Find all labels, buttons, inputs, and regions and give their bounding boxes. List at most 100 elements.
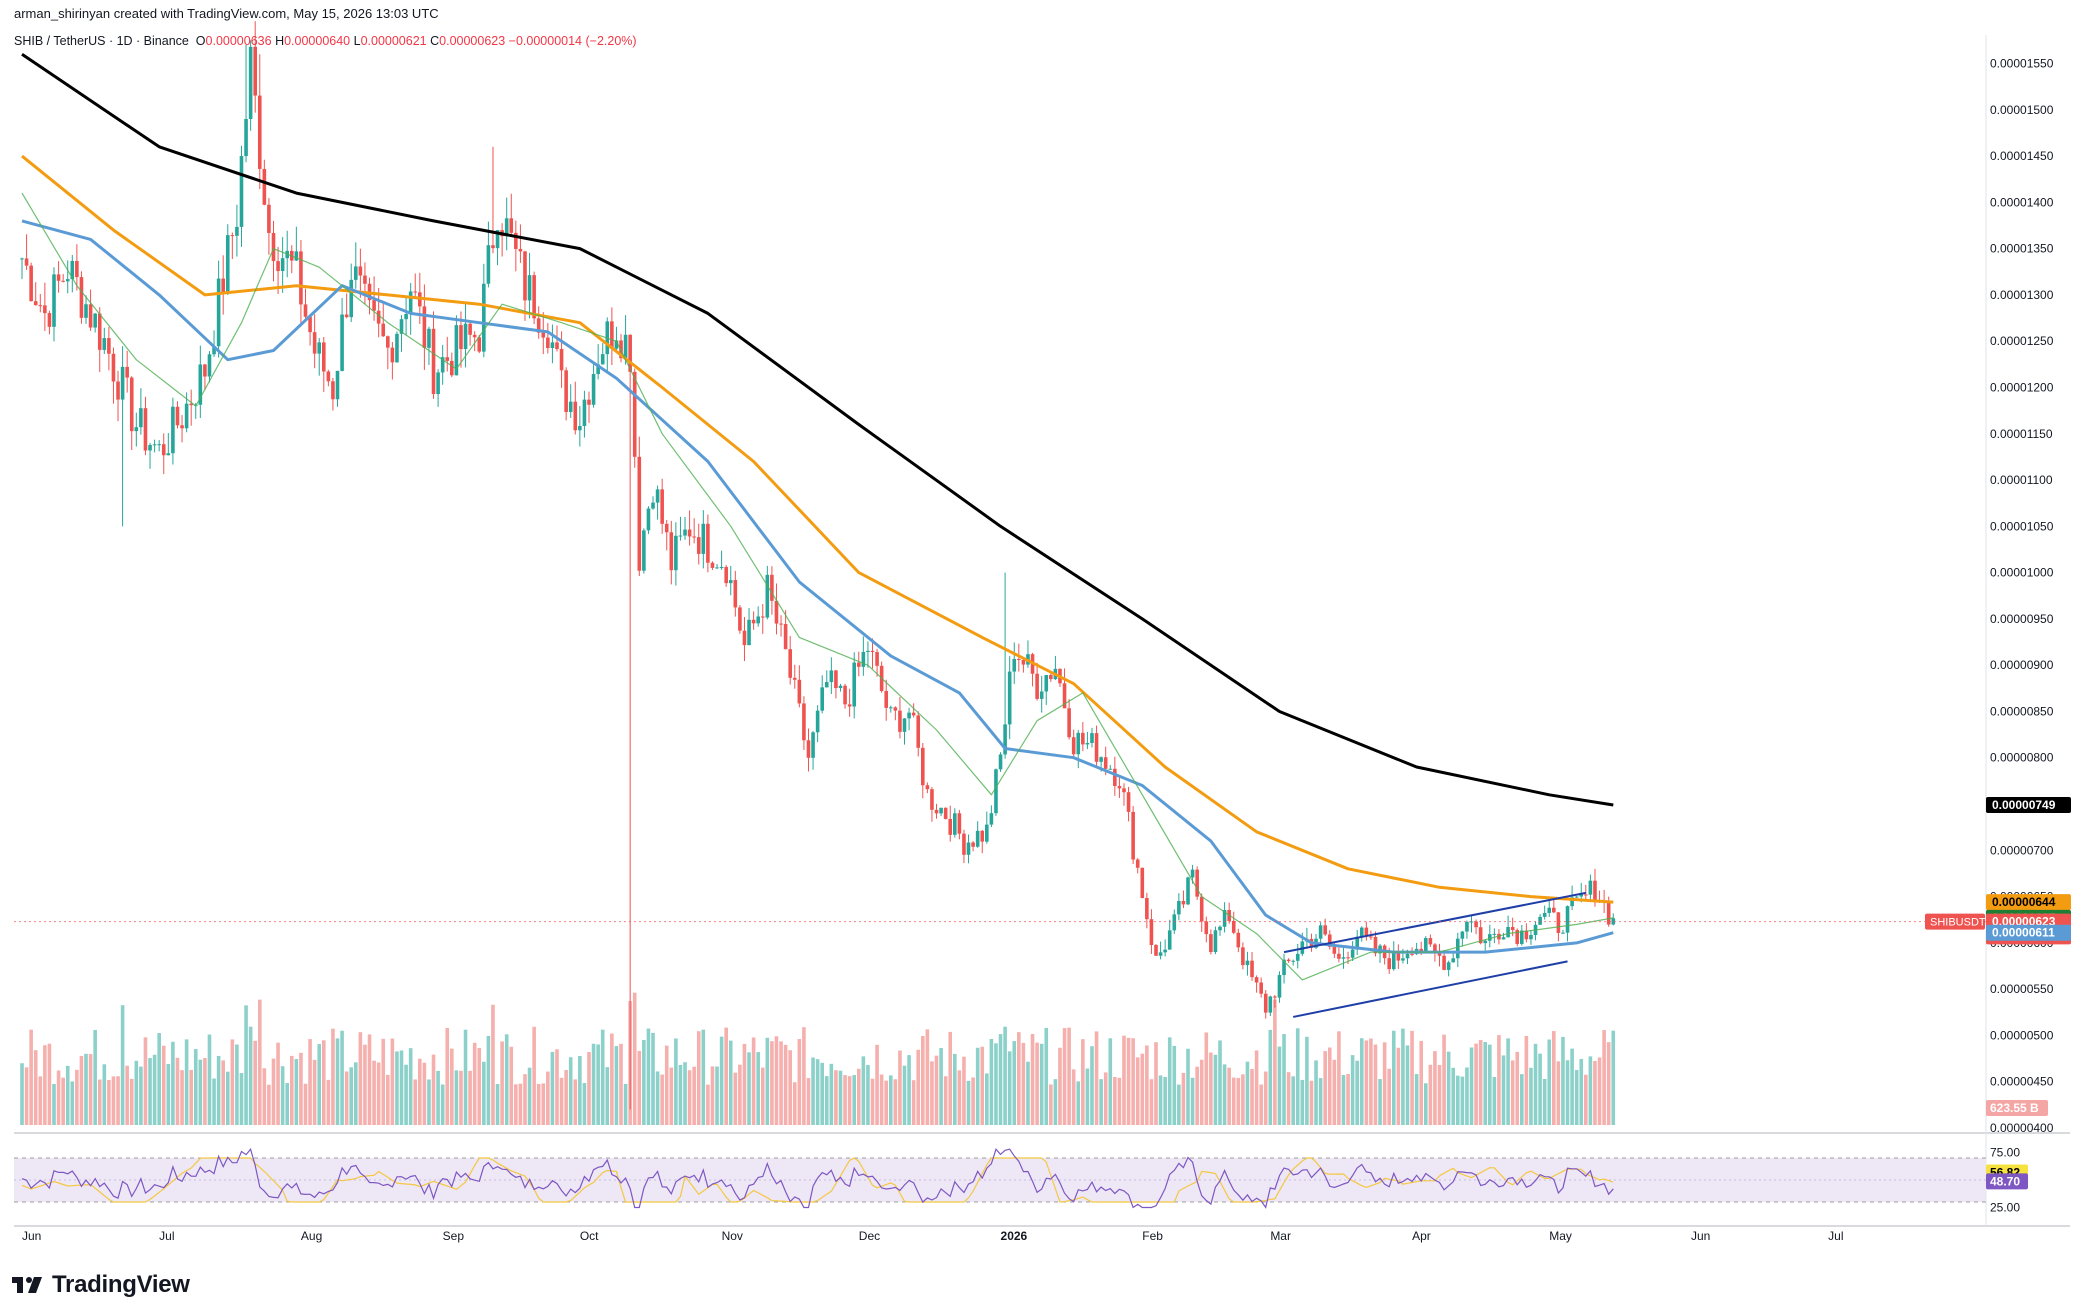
candle-body (911, 712, 916, 716)
volume-bar (193, 1049, 198, 1125)
candle-body (1167, 930, 1172, 950)
volume-bar (742, 1043, 747, 1125)
volume-bar (1172, 1045, 1177, 1125)
volume-bar (1067, 1027, 1071, 1125)
volume-bar (907, 1055, 911, 1125)
volume-bar (1081, 1039, 1085, 1125)
y-tick-label: 0.00000500 (1990, 1028, 2054, 1042)
volume-bar (230, 1039, 235, 1125)
volume-bar (1318, 1078, 1323, 1125)
y-tick-label: 0.00000550 (1990, 982, 2054, 996)
volume-bar (93, 1030, 97, 1125)
y-tick-label: 0.00001350 (1990, 242, 2054, 256)
candle-body (596, 364, 600, 375)
candle-body (1149, 919, 1154, 946)
volume-bar (1167, 1037, 1172, 1125)
volume-bar (207, 1034, 212, 1125)
volume-bar (1520, 1074, 1524, 1125)
candle-body (998, 754, 1003, 770)
volume-bar (294, 1059, 299, 1125)
volume-bar (504, 1034, 509, 1125)
volume-bar (683, 1062, 687, 1125)
volume-bar (38, 1076, 43, 1125)
candle-body (664, 523, 669, 533)
volume-bar (1213, 1054, 1218, 1125)
volume-bar (1177, 1084, 1181, 1125)
x-tick-label: Aug (301, 1229, 322, 1243)
volume-bar (139, 1066, 143, 1125)
volume-bar (546, 1071, 550, 1125)
candle-body (372, 300, 376, 311)
candle-body (143, 408, 148, 451)
volume-bar (870, 1078, 875, 1125)
volume-bar (1350, 1055, 1355, 1125)
volume-bar (267, 1084, 271, 1125)
volume-bar (495, 1084, 500, 1125)
volume-bar (623, 1083, 628, 1125)
y-tick-label: 0.00001150 (1990, 427, 2053, 441)
price-label-text: 0.00000644 (1992, 895, 2056, 909)
created-by-text: arman_shirinyan created with TradingView… (14, 6, 439, 21)
volume-bar (166, 1064, 171, 1125)
close-value: 0.00000623 (439, 34, 506, 48)
symbol-label[interactable]: SHIB / TetherUS · 1D · Binance (14, 34, 189, 48)
volume-bar (1455, 1075, 1460, 1125)
candle-body (1222, 909, 1227, 927)
volume-bar (788, 1050, 792, 1125)
candle-body (806, 740, 811, 758)
candle-body (1442, 955, 1446, 970)
volume-bar (349, 1067, 354, 1125)
volume-bar (239, 1073, 244, 1125)
candle-body (1108, 768, 1113, 770)
candle-body (1446, 962, 1451, 970)
candle-body (440, 357, 445, 373)
x-tick-label: Apr (1412, 1229, 1431, 1243)
x-tick-label: Oct (580, 1229, 599, 1243)
candle-body (655, 489, 660, 503)
change-value: −0.00000014 (−2.20%) (508, 34, 637, 48)
volume-bar (829, 1063, 834, 1125)
candle-body (1190, 869, 1195, 878)
volume-bar (651, 1032, 655, 1125)
candle-body (1254, 977, 1259, 983)
candle-body (1474, 921, 1478, 928)
volume-bar (97, 1079, 102, 1125)
volume-bar (454, 1070, 459, 1125)
volume-bar (879, 1074, 884, 1125)
volume-bar (920, 1035, 925, 1125)
candle-body (550, 342, 555, 349)
candle-body (363, 275, 367, 284)
candle-body (1341, 957, 1346, 959)
tradingview-logo[interactable]: TradingView (12, 1271, 190, 1299)
volume-bar (29, 1029, 33, 1125)
volume-bar (893, 1079, 898, 1125)
volume-bar (1135, 1057, 1140, 1125)
candle-body (230, 235, 235, 237)
rsi-line (21, 1147, 1614, 1209)
volume-bar (47, 1043, 52, 1125)
candle-body (578, 425, 582, 431)
volume-bar (962, 1056, 966, 1125)
low-value: 0.00000621 (360, 34, 427, 48)
volume-bar (578, 1056, 582, 1125)
volume-bar (248, 1026, 253, 1125)
candle-body (628, 334, 632, 372)
candle-body (1538, 916, 1542, 925)
candle-body (733, 580, 738, 608)
volume-bar (1012, 1041, 1017, 1125)
candle-body (975, 830, 980, 847)
volume-bar (1300, 1079, 1305, 1125)
volume-bar (1442, 1034, 1446, 1125)
candle-body (1318, 925, 1323, 939)
volume-bar (363, 1044, 367, 1125)
trendline-lower (1292, 960, 1568, 1018)
rsi-value-text: 48.70 (1990, 1174, 2020, 1188)
volume-bar (783, 1044, 788, 1125)
volume-bar (1291, 1076, 1295, 1125)
candle-body (239, 156, 244, 227)
y-tick-label: 0.00000900 (1990, 658, 2054, 672)
volume-bar (427, 1079, 431, 1125)
candle-body (84, 304, 88, 318)
volume-bar (171, 1041, 175, 1125)
